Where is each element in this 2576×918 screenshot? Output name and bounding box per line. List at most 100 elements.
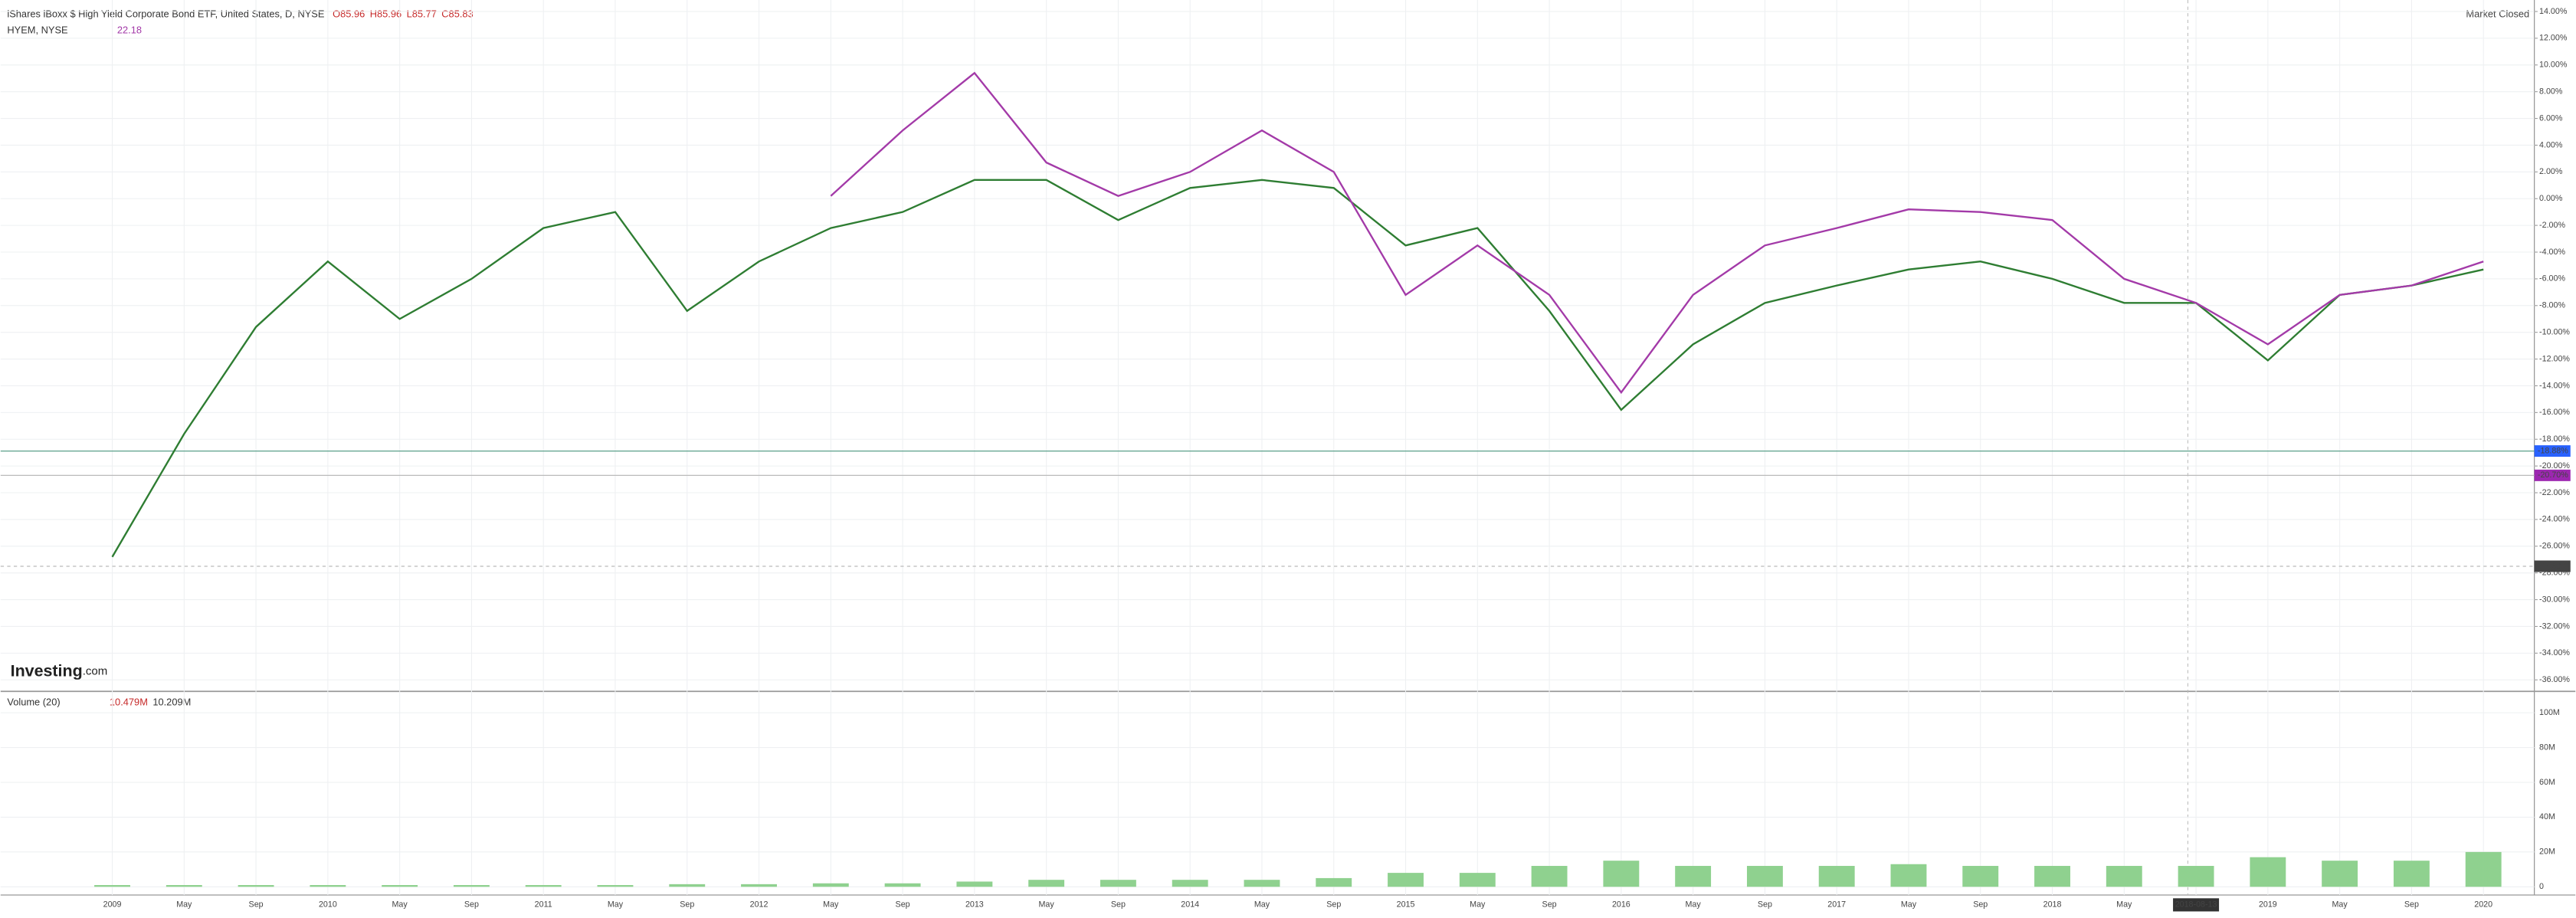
- y-tick-label: -12.00%: [2539, 354, 2570, 363]
- y-tick-label: -20.00%: [2539, 461, 2570, 470]
- x-tick-label: Sep: [464, 900, 479, 910]
- volume-tick-label: 60M: [2539, 778, 2555, 787]
- volume-tick-label: 20M: [2539, 848, 2555, 857]
- volume-bar: [2106, 866, 2142, 887]
- volume-bar: [1244, 880, 1280, 887]
- y-tick-label: 2.00%: [2539, 167, 2563, 176]
- volume-value: 10.479M: [110, 697, 148, 708]
- x-tick-label: Sep: [1758, 900, 1772, 910]
- y-tick-label: -10.00%: [2539, 328, 2570, 337]
- volume-bar: [2034, 866, 2070, 887]
- x-tick-label: 2012: [750, 900, 769, 910]
- y-tick-label: -8.00%: [2539, 301, 2565, 310]
- logo-suffix: .com: [83, 665, 108, 678]
- volume-tick-label: 80M: [2539, 743, 2555, 752]
- header-line: iShares iBoxx $ High Yield Corporate Bon…: [7, 8, 473, 20]
- y-tick-label: 14.00%: [2539, 7, 2568, 16]
- x-tick-label: Sep: [1973, 900, 1988, 910]
- x-tick-label: 2018: [2043, 900, 2062, 910]
- x-tick-label: 2010: [319, 900, 337, 910]
- y-tick-label: -4.00%: [2539, 248, 2565, 257]
- ohlc: C85.83: [441, 8, 473, 20]
- title: iShares iBoxx $ High Yield Corporate Bon…: [7, 8, 324, 20]
- volume-bar: [1028, 880, 1065, 887]
- x-tick-label: 2014: [1181, 900, 1199, 910]
- series-line: [111, 179, 2484, 558]
- logo-text: Investing: [11, 661, 83, 680]
- x-tick-label: May: [1901, 900, 1917, 910]
- x-tick-label: May: [1254, 900, 1270, 910]
- y-tick-label: 6.00%: [2539, 113, 2563, 123]
- y-tick-label: 12.00%: [2539, 34, 2568, 43]
- volume-bar: [1459, 873, 1496, 887]
- volume-tick-label: 40M: [2539, 812, 2555, 821]
- second-value: 22.18: [117, 25, 142, 36]
- volume-bar: [1388, 873, 1424, 887]
- volume-bar: [166, 885, 202, 887]
- x-tick-label: 2019: [2259, 900, 2277, 910]
- volume-tick-label: 100M: [2539, 708, 2560, 717]
- y-tick-label: -16.00%: [2539, 408, 2570, 417]
- volume-bar: [884, 883, 921, 887]
- y-tick-label: -22.00%: [2539, 488, 2570, 497]
- volume-bar: [1603, 861, 1640, 887]
- y-tick-label: -24.00%: [2539, 515, 2570, 524]
- volume-header: Volume (20) 10.479M 10.209M: [7, 697, 191, 708]
- x-tick-label: 2013: [965, 900, 984, 910]
- y-tick-label: -36.00%: [2539, 675, 2570, 684]
- volume-bar: [1746, 866, 1783, 887]
- volume-bar: [525, 885, 562, 887]
- last-value-bg: [2534, 469, 2571, 481]
- volume-bar: [1172, 880, 1208, 887]
- x-tick-label: Sep: [680, 900, 694, 910]
- y-tick-label: -26.00%: [2539, 542, 2570, 551]
- volume-bar: [956, 881, 993, 887]
- volume-bar: [1100, 880, 1136, 887]
- volume-bar: [1962, 866, 1999, 887]
- logo: Investing.com: [11, 661, 108, 680]
- volume-title: Volume (20): [7, 697, 60, 708]
- x-tick-label: May: [823, 900, 839, 910]
- x-tick-label: Sep: [249, 900, 264, 910]
- x-tick-label: May: [2116, 900, 2132, 910]
- volume-bar: [2322, 861, 2358, 887]
- ohlc: L85.77: [407, 8, 437, 20]
- y-tick-label: -18.00%: [2539, 434, 2570, 444]
- last-value-bg: [2534, 445, 2571, 457]
- volume-bar: [1316, 877, 1352, 887]
- market-status: Market Closed: [2466, 8, 2529, 20]
- volume-bar: [310, 885, 346, 887]
- x-tick-label: 2018-08-13: [2175, 900, 2217, 910]
- y-tick-label: 8.00%: [2539, 87, 2563, 96]
- volume-bar: [1818, 866, 1855, 887]
- x-tick-label: Sep: [2404, 900, 2419, 910]
- last-value-label: -27.50: [2538, 562, 2561, 571]
- volume-bar: [669, 884, 706, 887]
- volume-bar: [2178, 866, 2214, 887]
- x-tick-label: 2020: [2474, 900, 2492, 910]
- x-tick-label: 2017: [1827, 900, 1846, 910]
- y-tick-label: -30.00%: [2539, 595, 2570, 604]
- volume-bar: [2393, 861, 2430, 887]
- volume-value: 10.209M: [152, 697, 191, 708]
- volume-bar: [1675, 866, 1712, 887]
- volume-bar: [382, 885, 418, 887]
- x-tick-label: 2011: [535, 900, 552, 910]
- volume-bar: [597, 885, 634, 887]
- x-tick-label: 2015: [1397, 900, 1415, 910]
- series-line: [830, 71, 2484, 395]
- volume-tick-label: 0: [2539, 882, 2544, 891]
- x-tick-label: May: [1686, 900, 1702, 910]
- volume-bar: [238, 885, 274, 887]
- x-tick-label: May: [608, 900, 624, 910]
- y-tick-label: -2.00%: [2539, 221, 2565, 230]
- volume-bar: [1531, 866, 1568, 887]
- x-tick-label: May: [392, 900, 408, 910]
- x-tick-label: May: [176, 900, 192, 910]
- volume-bar: [812, 883, 849, 887]
- second-symbol: HYEM, NYSE: [7, 25, 68, 36]
- x-tick-label: Sep: [1111, 900, 1126, 910]
- x-tick-label: Sep: [896, 900, 910, 910]
- y-tick-label: 0.00%: [2539, 194, 2563, 203]
